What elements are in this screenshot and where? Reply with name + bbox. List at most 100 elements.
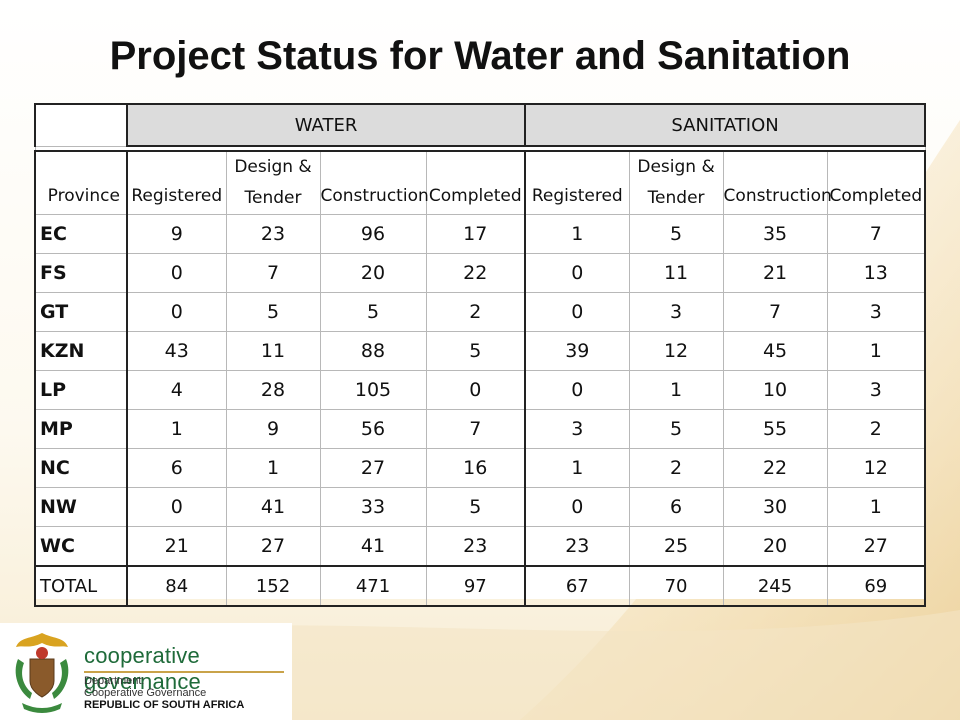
table-row: KZN 43 11 88 5 39 12 45 1: [34, 331, 927, 371]
sanitation-value-cell: 0: [524, 370, 630, 410]
total-label: TOTAL: [34, 565, 128, 607]
sanitation-value-cell: 55: [722, 409, 828, 449]
water-value-cell: 0: [126, 253, 227, 293]
water-value-cell: 1: [225, 448, 321, 488]
water-value-cell: 105: [319, 370, 427, 410]
water-value-cell: 16: [425, 448, 526, 488]
water-value-cell: 5: [425, 487, 526, 527]
sanitation-value-cell: 1: [524, 214, 630, 254]
sanitation-value-cell: 5: [628, 409, 724, 449]
province-cell: FS: [34, 253, 128, 293]
water-value-cell: 41: [319, 526, 427, 567]
group-header-row: WATER SANITATION: [34, 103, 927, 147]
sanitation-value-cell: 1: [826, 331, 927, 371]
sanitation-value-cell: 12: [628, 331, 724, 371]
water-value-cell: 22: [425, 253, 526, 293]
sanitation-value-cell: 3: [628, 292, 724, 332]
water-value-cell: 0: [126, 292, 227, 332]
col-header-water-design-tender: Design & Tender: [225, 150, 321, 215]
dept-line-2: Cooperative Governance: [84, 687, 207, 699]
water-value-cell: 17: [425, 214, 526, 254]
water-value-cell: 20: [319, 253, 427, 293]
water-value-cell: 21: [126, 526, 227, 567]
col-header-sanitation-registered: Registered: [524, 150, 630, 215]
sanitation-value-cell: 2: [628, 448, 724, 488]
sanitation-value-cell: 35: [722, 214, 828, 254]
sanitation-value-cell: 0: [524, 487, 630, 527]
sanitation-value-cell: 39: [524, 331, 630, 371]
water-value-cell: 9: [225, 409, 321, 449]
table-row: EC 9 23 96 17 1 5 35 7: [34, 214, 927, 254]
water-value-cell: 4: [126, 370, 227, 410]
water-value-cell: 41: [225, 487, 321, 527]
total-water-construction: 471: [319, 565, 427, 607]
column-header-row: Province Registered Design & Tender Const…: [34, 150, 927, 215]
brand-divider: [84, 671, 284, 673]
col-header-water-construction: Construction: [319, 150, 429, 215]
sanitation-value-cell: 30: [722, 487, 828, 527]
table-row: NC 6 1 27 16 1 2 22 12: [34, 448, 927, 488]
water-value-cell: 28: [225, 370, 321, 410]
water-value-cell: 0: [425, 370, 526, 410]
group-header-water: WATER: [125, 103, 527, 147]
table-row: FS 0 7 20 22 0 11 21 13: [34, 253, 927, 293]
total-sanitation-design-tender: 70: [628, 565, 724, 607]
sanitation-value-cell: 0: [524, 253, 630, 293]
sanitation-value-cell: 2: [826, 409, 927, 449]
sanitation-value-cell: 5: [628, 214, 724, 254]
table-row: NW 0 41 33 5 0 6 30 1: [34, 487, 927, 527]
total-water-registered: 84: [126, 565, 227, 607]
sanitation-value-cell: 23: [524, 526, 630, 567]
total-sanitation-construction: 245: [722, 565, 828, 607]
sanitation-value-cell: 25: [628, 526, 724, 567]
sanitation-value-cell: 13: [826, 253, 927, 293]
water-value-cell: 0: [126, 487, 227, 527]
province-cell: NW: [34, 487, 128, 527]
water-value-cell: 7: [425, 409, 526, 449]
water-value-cell: 27: [319, 448, 427, 488]
sanitation-value-cell: 3: [826, 292, 927, 332]
water-value-cell: 11: [225, 331, 321, 371]
table-body: EC 9 23 96 17 1 5 35 7 FS 0 7 20 22 0 11 21 13 GT 0 5 5 2 0 3 7 3 K…: [34, 214, 927, 567]
total-water-completed: 97: [425, 565, 526, 607]
group-header-sanitation: SANITATION: [524, 103, 927, 147]
sanitation-value-cell: 7: [826, 214, 927, 254]
water-value-cell: 5: [425, 331, 526, 371]
province-cell: NC: [34, 448, 128, 488]
sanitation-value-cell: 3: [826, 370, 927, 410]
col-header-province: Province: [34, 150, 128, 215]
status-table-container: WATER SANITATION Province Registered Des…: [34, 103, 927, 607]
water-value-cell: 5: [319, 292, 427, 332]
sanitation-value-cell: 1: [628, 370, 724, 410]
table-row-total: TOTAL 84 152 471 97 67 70 245 69: [34, 565, 927, 607]
water-value-cell: 96: [319, 214, 427, 254]
dept-line-3: REPUBLIC OF SOUTH AFRICA: [84, 699, 245, 711]
col-header-sanitation-construction: Construction: [722, 150, 832, 215]
water-value-cell: 56: [319, 409, 427, 449]
sanitation-value-cell: 45: [722, 331, 828, 371]
total-water-design-tender: 152: [225, 565, 321, 607]
table-row: LP 4 28 105 0 0 1 10 3: [34, 370, 927, 410]
header-corner: [34, 103, 128, 147]
province-cell: LP: [34, 370, 128, 410]
sanitation-value-cell: 3: [524, 409, 630, 449]
sanitation-value-cell: 7: [722, 292, 828, 332]
province-cell: GT: [34, 292, 128, 332]
province-cell: EC: [34, 214, 128, 254]
col-header-sanitation-design-tender: Design & Tender: [628, 150, 724, 215]
water-value-cell: 1: [126, 409, 227, 449]
sanitation-value-cell: 22: [722, 448, 828, 488]
sanitation-value-cell: 10: [722, 370, 828, 410]
table-row: GT 0 5 5 2 0 3 7 3: [34, 292, 927, 332]
sanitation-value-cell: 6: [628, 487, 724, 527]
slide-title: Project Status for Water and Sanitation: [109, 34, 851, 78]
water-value-cell: 2: [425, 292, 526, 332]
sanitation-value-cell: 12: [826, 448, 927, 488]
sanitation-value-cell: 1: [826, 487, 927, 527]
water-value-cell: 6: [126, 448, 227, 488]
province-cell: KZN: [34, 331, 128, 371]
sanitation-value-cell: 0: [524, 292, 630, 332]
water-value-cell: 5: [225, 292, 321, 332]
sanitation-value-cell: 11: [628, 253, 724, 293]
water-value-cell: 9: [126, 214, 227, 254]
